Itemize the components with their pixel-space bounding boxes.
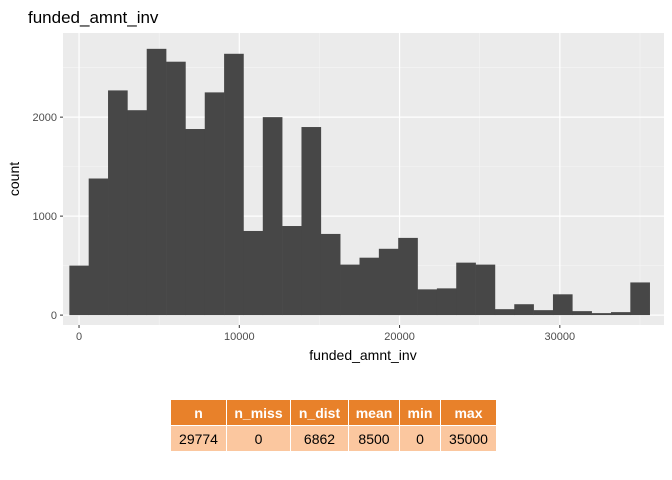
value-max: 35000	[440, 425, 497, 452]
histogram-bar	[552, 294, 573, 316]
histogram-bar	[282, 226, 302, 316]
histogram-bar	[340, 264, 360, 316]
value-n: 29774	[170, 425, 227, 452]
histogram-bar	[378, 248, 399, 316]
histogram-bar	[417, 289, 438, 316]
histogram-bar	[572, 311, 592, 316]
histogram-bar	[514, 304, 534, 316]
y-tick-label: 2000	[33, 112, 57, 124]
histogram-bar	[127, 110, 148, 316]
histogram-bar	[630, 282, 650, 316]
histogram-bar	[398, 237, 418, 316]
y-axis-label: count	[6, 162, 22, 196]
x-tick-label: 0	[76, 331, 82, 343]
header-n-miss: n_miss	[226, 399, 291, 426]
x-axis-label: funded_amnt_inv	[309, 347, 416, 363]
y-tick-label: 1000	[33, 211, 57, 223]
header-max: max	[440, 399, 497, 426]
value-mean: 8500	[348, 425, 400, 452]
bars	[69, 48, 650, 316]
histogram-bar	[243, 230, 264, 316]
header-n-dist: n_dist	[290, 399, 349, 426]
header-n: n	[170, 399, 227, 426]
histogram-bar	[166, 61, 186, 316]
histogram-chart: funded_amnt_inv 0 10000 20000 30000 0 1000 20…	[6, 8, 664, 363]
header-mean: mean	[348, 399, 400, 426]
histogram-bar	[108, 90, 128, 316]
histogram-bar	[533, 310, 554, 316]
header-min: min	[399, 399, 441, 426]
summary-header-row: n n_miss n_dist mean min max	[170, 399, 497, 426]
histogram-bar	[146, 48, 167, 316]
histogram-bar	[69, 265, 89, 316]
histogram-bar	[436, 288, 457, 316]
histogram-bar	[610, 312, 631, 316]
value-n-dist: 6862	[290, 425, 349, 452]
histogram-bar	[456, 262, 476, 316]
x-tick-label: 20000	[384, 331, 415, 343]
x-tick-label: 30000	[545, 331, 576, 343]
summary-value-row: 29774 0 6862 8500 0 35000	[170, 425, 497, 452]
x-tick-label: 10000	[224, 331, 255, 343]
chart-title: funded_amnt_inv	[28, 8, 159, 27]
histogram-bar	[185, 129, 206, 316]
histogram-bar	[494, 309, 515, 316]
histogram-bar	[262, 117, 283, 316]
histogram-bar	[204, 92, 225, 316]
histogram-bar	[224, 53, 244, 316]
y-axis: 0 1000 2000	[33, 112, 63, 322]
summary-table: n n_miss n_dist mean min max 29774 0 686…	[170, 399, 497, 452]
histogram-bar	[359, 257, 380, 316]
histogram-bar	[591, 313, 612, 316]
y-tick-label: 0	[51, 310, 57, 322]
histogram-bar	[301, 127, 322, 316]
histogram-bar	[475, 264, 496, 316]
value-min: 0	[399, 425, 441, 452]
value-n-miss: 0	[226, 425, 291, 452]
histogram-bar	[88, 178, 109, 316]
histogram-bar	[320, 233, 341, 316]
x-axis: 0 10000 20000 30000	[76, 325, 575, 343]
